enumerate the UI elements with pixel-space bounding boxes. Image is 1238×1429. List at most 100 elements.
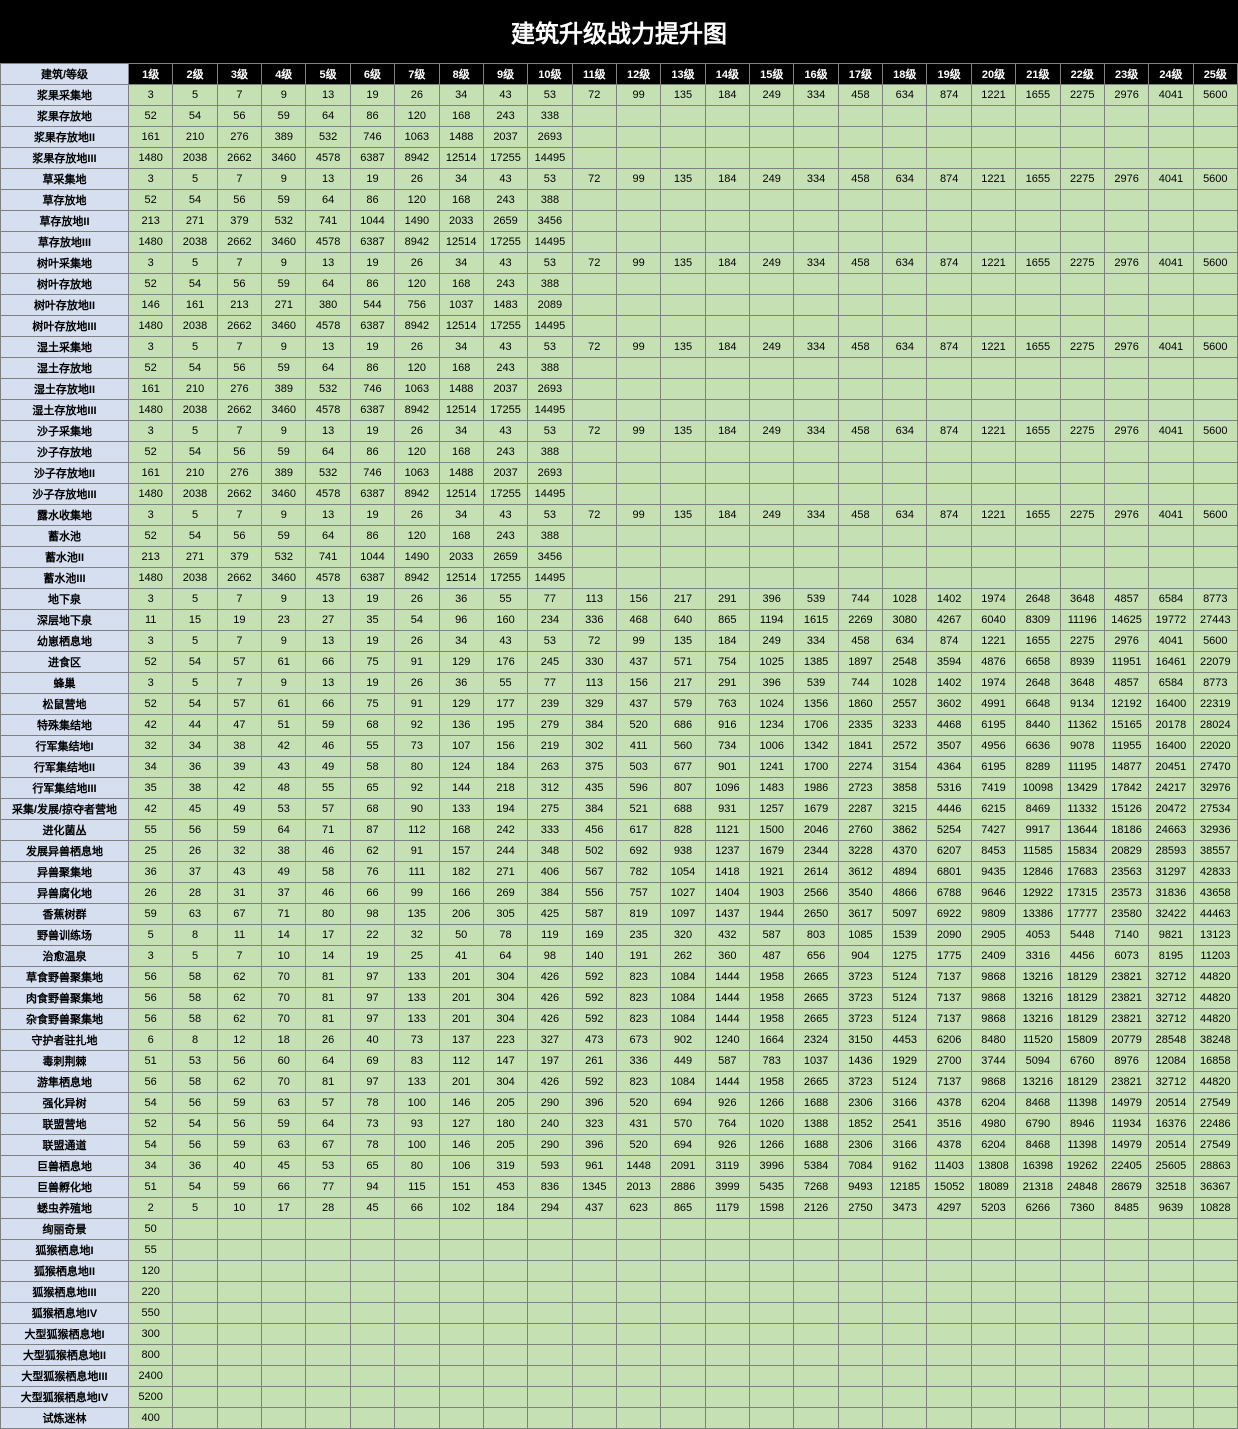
data-cell [1060,547,1104,568]
data-cell: 210 [173,463,217,484]
data-cell [750,379,794,400]
row-header: 浆果存放地II [1,127,129,148]
data-cell: 1436 [838,1051,882,1072]
data-cell [1104,1240,1148,1261]
data-cell: 290 [528,1135,572,1156]
table-row: 采集/发展/掠夺者营地42454953576890133194275384521… [1,799,1238,820]
data-cell [971,1324,1015,1345]
data-cell: 14495 [528,568,572,589]
data-cell [794,1219,838,1240]
row-header: 狐猴栖息地III [1,1282,129,1303]
data-cell: 389 [262,463,306,484]
data-cell [1016,148,1060,169]
data-cell [661,148,705,169]
data-cell [1193,526,1237,547]
data-cell [217,1345,261,1366]
data-cell: 8468 [1016,1135,1060,1156]
data-cell [927,1282,971,1303]
data-cell: 9 [262,589,306,610]
data-cell: 1688 [794,1135,838,1156]
data-cell: 46 [306,883,350,904]
data-cell: 34 [439,421,483,442]
data-cell: 92 [395,778,439,799]
data-cell: 100 [395,1135,439,1156]
data-cell: 48 [262,778,306,799]
data-cell [1193,1261,1237,1282]
data-cell [1016,484,1060,505]
row-header: 异兽腐化地 [1,883,129,904]
data-cell: 43 [262,757,306,778]
data-cell [616,484,660,505]
data-cell: 36 [439,589,483,610]
data-cell: 2013 [616,1177,660,1198]
data-cell [794,400,838,421]
data-cell: 8453 [971,841,1015,862]
data-cell: 206 [439,904,483,925]
data-cell: 3594 [927,652,971,673]
data-cell: 5316 [927,778,971,799]
data-cell [794,484,838,505]
data-cell [794,274,838,295]
data-cell: 54 [173,526,217,547]
data-cell: 1688 [794,1093,838,1114]
data-cell: 9 [262,85,306,106]
data-cell: 201 [439,967,483,988]
data-cell: 35 [129,778,173,799]
data-cell: 146 [439,1135,483,1156]
data-cell: 136 [439,715,483,736]
data-cell: 269 [483,883,527,904]
data-cell [794,1387,838,1408]
data-cell: 201 [439,1009,483,1030]
data-cell: 13 [306,673,350,694]
row-header: 肉食野兽聚集地 [1,988,129,1009]
data-cell [883,1240,927,1261]
row-header: 露水收集地 [1,505,129,526]
data-cell [838,463,882,484]
data-cell: 5 [173,1198,217,1219]
row-header: 行军集结地II [1,757,129,778]
data-cell: 26 [306,1030,350,1051]
data-cell: 17 [306,925,350,946]
data-cell: 1664 [750,1030,794,1051]
data-cell: 1615 [794,610,838,631]
data-cell: 556 [572,883,616,904]
data-cell: 13808 [971,1156,1015,1177]
data-cell: 218 [483,778,527,799]
data-cell: 327 [528,1030,572,1051]
data-cell: 8468 [1016,1093,1060,1114]
data-cell: 64 [306,1114,350,1135]
data-cell: 243 [483,442,527,463]
data-cell: 13 [306,589,350,610]
data-cell: 17842 [1104,778,1148,799]
data-cell [705,274,749,295]
data-cell: 81 [306,967,350,988]
data-cell [616,295,660,316]
table-row: 草存放地III148020382662346045786387894212514… [1,232,1238,253]
data-cell [971,484,1015,505]
data-cell: 56 [217,190,261,211]
data-cell: 27534 [1193,799,1237,820]
data-cell [1016,127,1060,148]
data-cell: 6760 [1060,1051,1104,1072]
data-cell: 53 [528,169,572,190]
data-cell: 180 [483,1114,527,1135]
data-cell: 19 [350,631,394,652]
data-cell: 64 [306,442,350,463]
data-cell: 27549 [1193,1093,1237,1114]
table-row: 狐猴栖息地IV550 [1,1303,1238,1324]
data-cell: 9821 [1149,925,1193,946]
data-cell: 3150 [838,1030,882,1051]
data-cell [927,1261,971,1282]
data-cell [838,1261,882,1282]
data-cell: 135 [661,421,705,442]
column-header: 7级 [395,64,439,85]
data-cell: 1194 [750,610,794,631]
data-cell: 7268 [794,1177,838,1198]
data-cell: 3228 [838,841,882,862]
data-cell [350,1282,394,1303]
data-cell: 360 [705,946,749,967]
data-cell: 53 [528,85,572,106]
data-cell: 59 [262,106,306,127]
data-cell: 2306 [838,1093,882,1114]
data-cell [572,274,616,295]
